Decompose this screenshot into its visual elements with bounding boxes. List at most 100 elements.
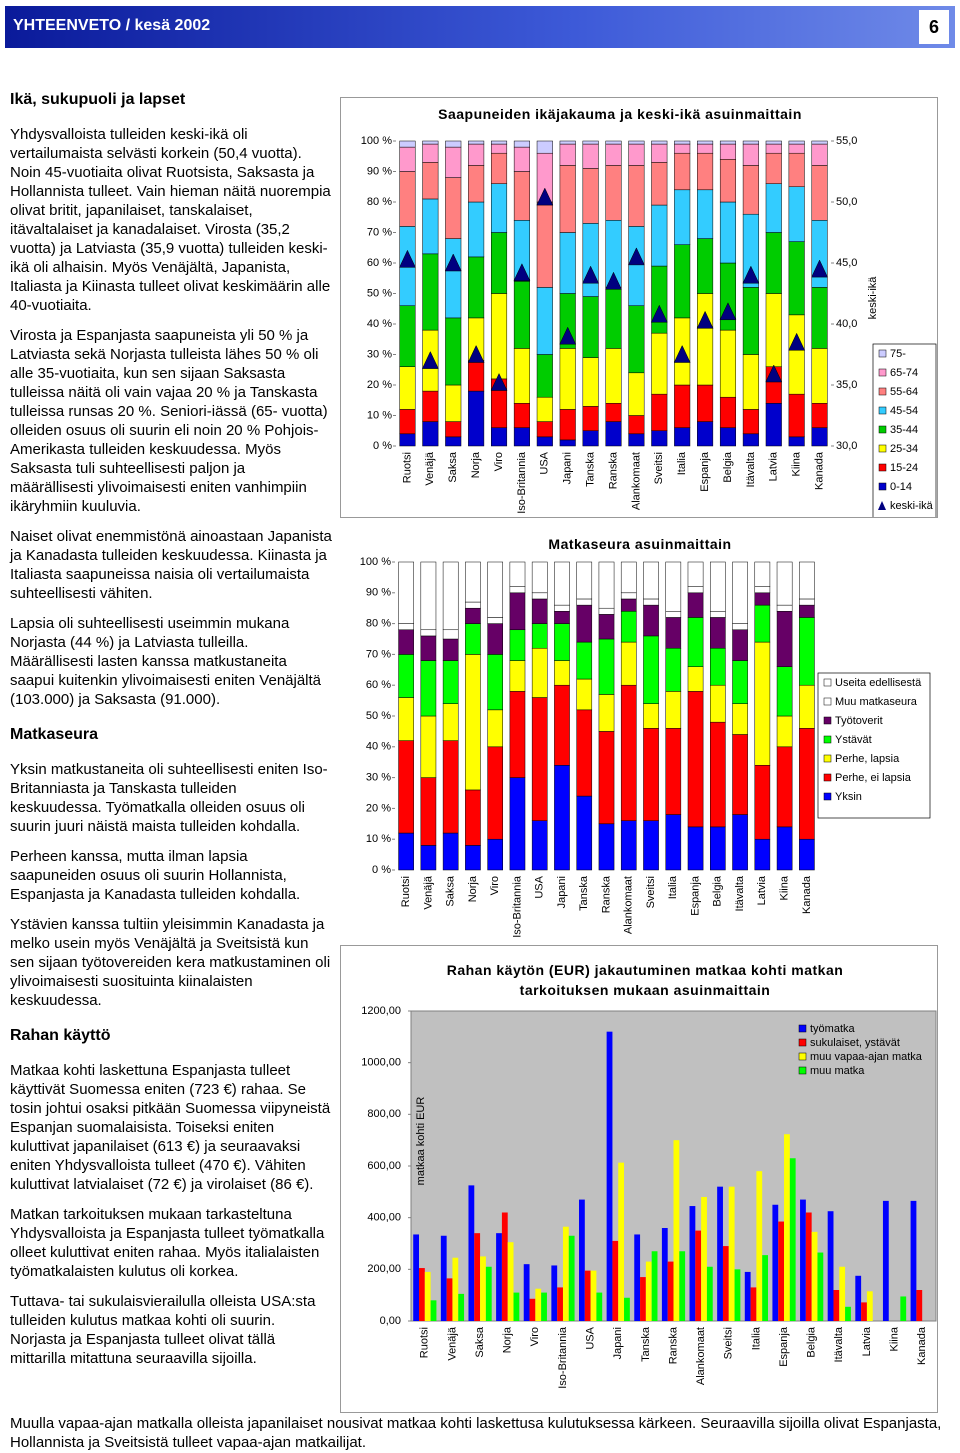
x-tick-label: Latvia [861, 1326, 873, 1356]
bar-segment [598, 694, 615, 732]
bar-segment [709, 826, 726, 871]
bar-segment [487, 709, 504, 748]
bar-segment [468, 201, 485, 258]
paragraph: Yhdysvalloista tulleiden keski-ikä oli v… [10, 126, 331, 314]
mean-marker [696, 310, 714, 329]
x-tick-label: Alankomaat [630, 452, 642, 510]
legend-label: 45-54 [890, 405, 918, 417]
bar-segment [422, 198, 439, 255]
y-tick-label: 60 % [367, 257, 392, 269]
x-tick-label: Norja [502, 1326, 514, 1353]
bar-segment [643, 635, 659, 704]
bar-segment [754, 586, 771, 594]
bar-segment [643, 604, 659, 637]
bar [861, 1302, 867, 1321]
bar-segment [559, 439, 576, 447]
bar [419, 1268, 425, 1321]
bar-segment [651, 430, 668, 447]
legend-swatch [823, 697, 832, 706]
bar-segment [628, 140, 645, 145]
paragraph: Matkan tarkoituksen mukaan tarkasteltuna… [10, 1206, 325, 1280]
x-tick-label: Ranska [667, 1326, 679, 1364]
bar-segment [754, 838, 771, 871]
paragraph: Virosta ja Espanjasta saapuneista yli 50… [10, 327, 328, 515]
bar-segment [487, 561, 504, 618]
bar-segment [643, 703, 659, 729]
x-tick-label: Italia [667, 875, 679, 899]
bar-segment [687, 826, 704, 871]
bar-segment [420, 660, 437, 717]
heading: Rahan käyttö [10, 1027, 111, 1044]
bar [645, 1261, 652, 1321]
bar [634, 1234, 641, 1321]
bar-segment [398, 832, 414, 871]
bar-segment [665, 647, 682, 692]
bar-segment [651, 265, 668, 334]
header-bar: YHTEENVETO / kesä 2002 6 [5, 6, 955, 48]
bar-segment [513, 348, 530, 404]
bar-segment [788, 186, 805, 242]
bar-segment [442, 703, 459, 741]
bar-segment [628, 165, 645, 227]
bar-segment [576, 795, 593, 871]
bar-segment [513, 427, 530, 447]
bar-segment [420, 845, 437, 871]
bar-segment [399, 305, 416, 367]
bar-segment [465, 561, 481, 603]
bar [784, 1134, 790, 1321]
bar-segment [445, 436, 462, 447]
x-tick-label: Espanja [689, 875, 701, 916]
bar-segment [531, 623, 548, 649]
bar-segment [811, 143, 828, 166]
bar-segment [665, 611, 682, 618]
bar-segment [559, 409, 576, 441]
y2-tick-label: 35,0 [836, 379, 857, 391]
y-axis-label: matkaa kohti EUR [415, 1097, 427, 1186]
bar [513, 1292, 520, 1321]
bar [496, 1233, 502, 1321]
x-tick-label: Italia [676, 451, 688, 475]
footer-text: Muulla vapaa-ajan matkalla olleista japa… [10, 1415, 942, 1451]
bar-segment [697, 421, 714, 447]
legend-label: Perhe, ei lapsia [835, 772, 912, 784]
bar-segment [509, 561, 526, 587]
legend-swatch [878, 387, 887, 396]
legend-label: 15-24 [890, 462, 918, 474]
bar-segment [554, 684, 570, 766]
bar-segment [399, 146, 416, 172]
x-tick-label: USA [539, 451, 551, 474]
bar-segment [422, 390, 439, 422]
bar [679, 1251, 686, 1321]
bar [910, 1200, 917, 1321]
bar-segment [811, 403, 828, 428]
x-tick-label: Saksa [474, 1326, 486, 1357]
bar-segment [799, 598, 815, 606]
bar-segment [490, 140, 508, 145]
bar-segment [399, 140, 416, 148]
y-tick-label: 50 % [367, 287, 392, 299]
bar-segment [687, 691, 704, 828]
mean-marker [788, 332, 806, 351]
bar [706, 1266, 713, 1321]
bar-segment [445, 140, 462, 148]
legend-swatch [878, 368, 887, 377]
bar-segment [509, 629, 526, 661]
bar [839, 1266, 846, 1321]
bar-segment [420, 635, 437, 661]
bar-segment [559, 165, 576, 233]
bar [805, 1212, 812, 1321]
x-tick-label: Venäjä [446, 1326, 458, 1361]
mean-marker [605, 271, 622, 290]
y2-axis-label: keski-ikä [867, 276, 879, 320]
y-tick-label: 400,00 [367, 1212, 401, 1224]
x-tick-label: Belgia [722, 451, 734, 482]
bar-segment [697, 384, 714, 422]
bar-segment [445, 238, 462, 319]
y-tick-label: 40 % [366, 741, 391, 753]
bar-segment [490, 183, 508, 233]
x-tick-label: Saksa [447, 451, 459, 482]
bar-segment [765, 232, 782, 294]
bar [468, 1185, 475, 1321]
bar-segment [398, 623, 414, 631]
y-tick-label: 40 % [367, 318, 392, 330]
